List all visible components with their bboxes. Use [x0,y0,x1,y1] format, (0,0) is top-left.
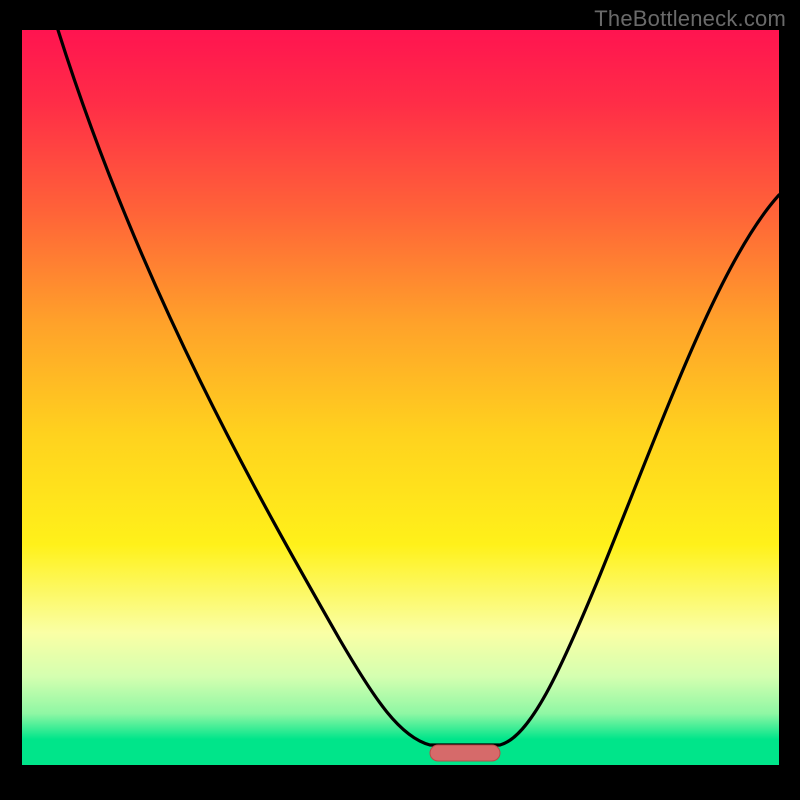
watermark-text: TheBottleneck.com [594,6,786,32]
gradient-background [22,30,779,765]
plot-frame [22,30,779,765]
chart-root: TheBottleneck.com [0,0,800,800]
target-marker [430,745,500,761]
bottleneck-curve-plot [22,30,779,765]
